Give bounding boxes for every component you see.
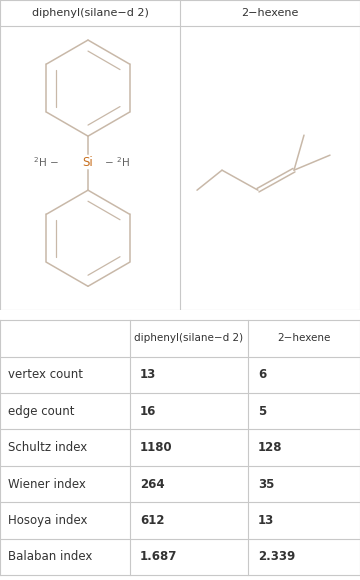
Text: 1180: 1180 [140, 441, 173, 454]
Text: Wiener index: Wiener index [8, 477, 86, 491]
Text: diphenyl(silane−d 2): diphenyl(silane−d 2) [134, 334, 244, 343]
Text: vertex count: vertex count [8, 368, 83, 382]
Text: 16: 16 [140, 405, 156, 418]
Text: 612: 612 [140, 514, 165, 527]
Text: 128: 128 [258, 441, 283, 454]
Text: Hosoya index: Hosoya index [8, 514, 87, 527]
Text: Balaban index: Balaban index [8, 550, 93, 563]
Text: 2−hexene: 2−hexene [241, 8, 299, 18]
Text: $^{2}$H −: $^{2}$H − [33, 155, 60, 169]
Text: 5: 5 [258, 405, 266, 418]
Text: Schultz index: Schultz index [8, 441, 87, 454]
Text: 13: 13 [140, 368, 156, 382]
Text: Si: Si [83, 155, 93, 169]
Text: 13: 13 [258, 514, 274, 527]
Text: edge count: edge count [8, 405, 75, 418]
Text: 35: 35 [258, 477, 274, 491]
Text: 1.687: 1.687 [140, 550, 177, 563]
Text: 2.339: 2.339 [258, 550, 295, 563]
Text: 2−hexene: 2−hexene [277, 334, 331, 343]
Text: 6: 6 [258, 368, 266, 382]
Text: 264: 264 [140, 477, 165, 491]
Text: − $^{2}$H: − $^{2}$H [104, 155, 130, 169]
Text: diphenyl(silane−d 2): diphenyl(silane−d 2) [32, 8, 148, 18]
